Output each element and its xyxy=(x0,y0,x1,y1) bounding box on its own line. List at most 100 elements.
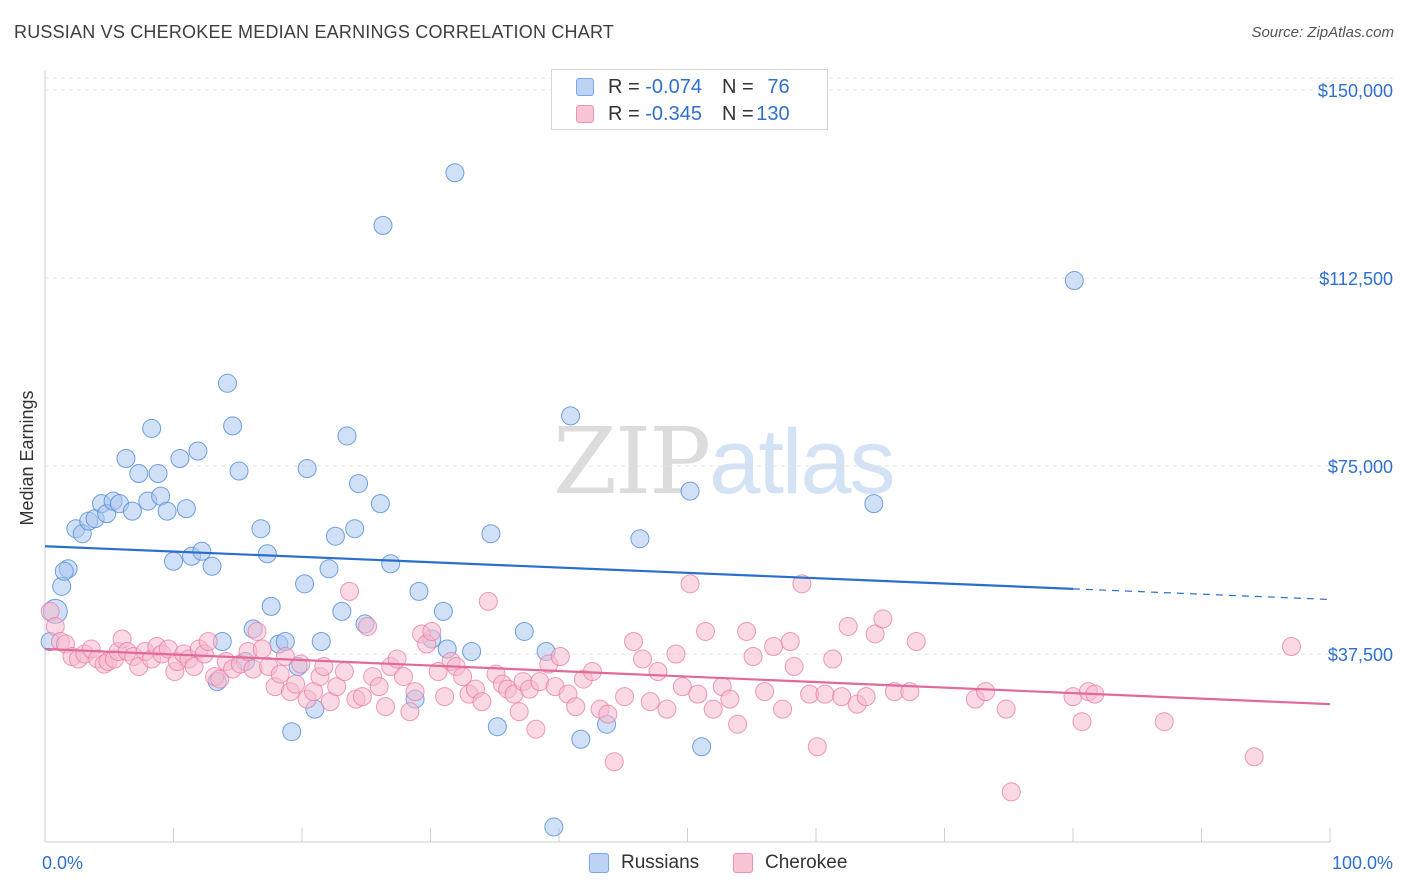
data-point-cherokee xyxy=(823,649,843,669)
data-point-russians xyxy=(1064,271,1084,291)
data-point-cherokee xyxy=(509,702,529,722)
data-point-cherokee xyxy=(340,581,360,601)
data-point-cherokee xyxy=(526,719,546,739)
legend-r-value: -0.345 xyxy=(645,102,702,125)
data-point-cherokee xyxy=(369,677,389,697)
trend-line-cherokee xyxy=(44,647,1331,706)
data-point-cherokee xyxy=(334,662,354,682)
axes xyxy=(44,70,1331,843)
data-point-cherokee xyxy=(405,682,425,702)
data-point-cherokee xyxy=(286,674,306,694)
data-point-cherokee xyxy=(728,714,748,734)
data-point-russians xyxy=(261,596,281,616)
data-point-russians xyxy=(373,215,393,235)
trend-lines xyxy=(44,545,1331,706)
data-point-cherokee xyxy=(400,702,420,722)
source-label: Source: ZipAtlas.com xyxy=(1251,24,1394,41)
data-point-russians xyxy=(148,464,168,484)
data-point-russians xyxy=(229,461,249,481)
data-point-cherokee xyxy=(780,631,800,651)
legend-row-russians: R = -0.074 N = 76 xyxy=(576,74,790,100)
data-point-cherokee xyxy=(672,677,692,697)
data-point-cherokee xyxy=(815,684,835,704)
data-point-cherokee xyxy=(478,591,498,611)
trend-line-russians-extrapolated xyxy=(1072,588,1331,601)
data-point-cherokee xyxy=(270,664,290,684)
tick-labels: $37,500 $75,000 $112,500 $150,000 0.0% 100.0%… xyxy=(17,81,1393,873)
legend-n-value: 130 xyxy=(756,102,790,125)
data-point-russians xyxy=(514,621,534,641)
legend-row-cherokee: R = -0.345 N = 130 xyxy=(576,101,790,127)
data-point-russians xyxy=(864,494,884,514)
data-point-russians xyxy=(164,551,183,571)
data-point-cherokee xyxy=(703,699,723,719)
data-point-russians xyxy=(157,501,177,521)
data-point-russians xyxy=(561,406,581,426)
data-point-cherokee xyxy=(633,649,653,669)
legend-r-label: R = xyxy=(608,75,640,98)
data-point-russians xyxy=(217,373,237,393)
data-point-cherokee xyxy=(1244,747,1264,767)
data-point-russians xyxy=(481,524,501,544)
data-point-cherokee xyxy=(695,621,715,641)
data-point-russians xyxy=(295,574,315,594)
data-point-cherokee xyxy=(976,682,996,702)
data-point-cherokee xyxy=(838,616,858,636)
legend-label-russians: Russians xyxy=(621,852,700,873)
data-point-cherokee xyxy=(247,621,267,641)
data-point-cherokee xyxy=(657,699,677,719)
data-point-russians xyxy=(571,729,591,749)
data-point-cherokee xyxy=(784,657,804,677)
data-point-russians xyxy=(116,449,136,469)
data-point-russians xyxy=(192,541,212,561)
data-point-cherokee xyxy=(566,697,586,717)
data-point-cherokee xyxy=(832,687,852,707)
legend-n-label: N = xyxy=(721,102,754,125)
y-tick-label: $150,000 xyxy=(1318,81,1393,101)
data-point-cherokee xyxy=(352,687,372,707)
data-point-cherokee xyxy=(865,624,885,644)
legend-swatch-russians xyxy=(589,853,609,873)
series-cherokee xyxy=(40,574,1301,802)
data-point-russians xyxy=(202,556,222,576)
x-tick-label-right: 100.0% xyxy=(1332,853,1393,873)
data-point-cherokee xyxy=(275,647,295,667)
data-point-cherokee xyxy=(856,687,876,707)
legend-r-value: -0.074 xyxy=(645,75,702,98)
data-point-cherokee xyxy=(807,737,827,757)
data-point-russians xyxy=(325,526,345,546)
data-point-cherokee xyxy=(680,574,700,594)
data-point-cherokee xyxy=(358,616,378,636)
legend-swatch-russians xyxy=(576,78,594,96)
data-point-cherokee xyxy=(394,667,414,687)
data-point-russians xyxy=(319,559,339,579)
data-point-russians xyxy=(54,561,74,581)
data-point-cherokee xyxy=(598,704,618,724)
data-point-cherokee xyxy=(435,687,455,707)
data-point-cherokee xyxy=(327,677,347,697)
watermark-atlas: atlas xyxy=(709,411,895,513)
chart-title: RUSSIAN VS CHEROKEE MEDIAN EARNINGS CORR… xyxy=(14,22,615,42)
y-axis-label: Median Earnings xyxy=(17,390,37,525)
data-point-russians xyxy=(332,601,352,621)
series-russians xyxy=(40,163,1084,837)
data-point-russians xyxy=(433,601,453,621)
legend-item-russians[interactable]: Russians xyxy=(589,852,699,874)
legend-item-cherokee[interactable]: Cherokee xyxy=(733,852,847,874)
data-point-cherokee xyxy=(422,621,442,641)
legend-r-label: R = xyxy=(608,102,640,125)
data-point-cherokee xyxy=(604,752,624,772)
data-point-cherokee xyxy=(906,631,926,651)
data-point-cherokee xyxy=(764,636,784,656)
data-point-cherokee xyxy=(252,639,272,659)
data-point-cherokee xyxy=(1001,782,1021,802)
data-point-russians xyxy=(409,581,429,601)
data-point-russians xyxy=(176,499,196,519)
data-point-cherokee xyxy=(291,654,311,674)
legend-label-cherokee: Cherokee xyxy=(765,852,848,873)
data-point-cherokee xyxy=(210,669,230,689)
data-point-cherokee xyxy=(1072,712,1092,732)
data-point-russians xyxy=(297,459,317,479)
data-point-cherokee xyxy=(376,697,396,717)
